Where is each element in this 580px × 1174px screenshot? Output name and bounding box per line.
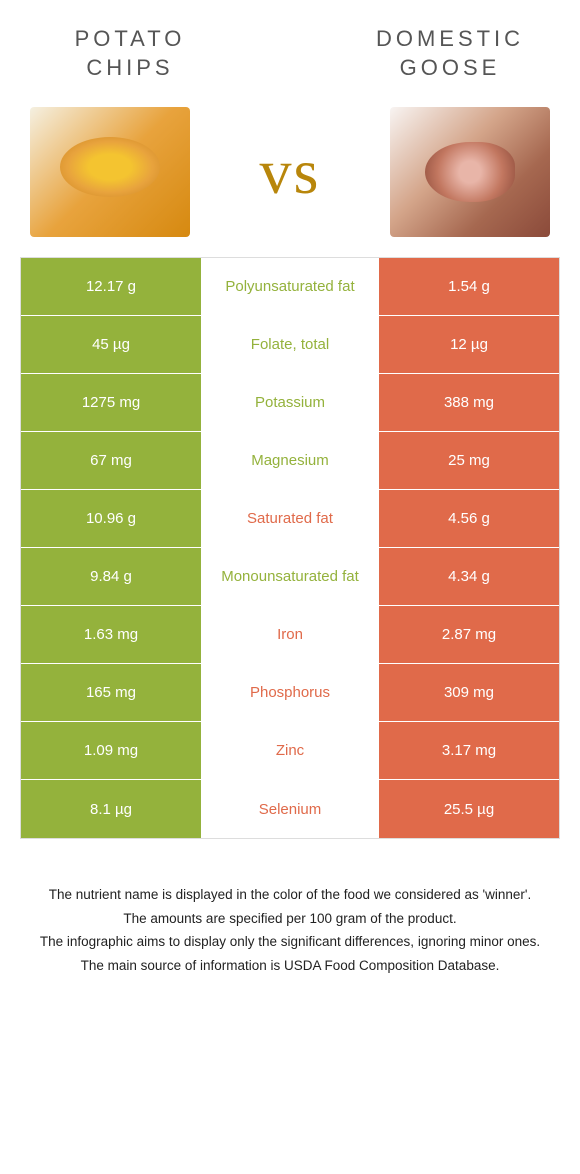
left-value: 1.09 mg [21, 722, 201, 779]
right-value: 309 mg [379, 664, 559, 721]
nutrient-name: Monounsaturated fat [201, 548, 379, 605]
nutrient-name: Selenium [201, 780, 379, 838]
table-row: 1.63 mgIron2.87 mg [21, 606, 559, 664]
right-value: 2.87 mg [379, 606, 559, 663]
footer-line: The main source of information is USDA F… [20, 955, 560, 977]
left-value: 8.1 µg [21, 780, 201, 838]
left-value: 10.96 g [21, 490, 201, 547]
nutrient-name: Magnesium [201, 432, 379, 489]
right-value: 3.17 mg [379, 722, 559, 779]
table-row: 12.17 gPolyunsaturated fat1.54 g [21, 258, 559, 316]
comparison-table: 12.17 gPolyunsaturated fat1.54 g45 µgFol… [20, 257, 560, 839]
table-row: 165 mgPhosphorus309 mg [21, 664, 559, 722]
nutrient-name: Folate, total [201, 316, 379, 373]
table-row: 67 mgMagnesium25 mg [21, 432, 559, 490]
right-value: 388 mg [379, 374, 559, 431]
nutrient-name: Phosphorus [201, 664, 379, 721]
nutrient-name: Saturated fat [201, 490, 379, 547]
nutrient-name: Polyunsaturated fat [201, 258, 379, 315]
left-value: 67 mg [21, 432, 201, 489]
footer-line: The nutrient name is displayed in the co… [20, 884, 560, 906]
left-food-image [30, 107, 190, 237]
left-value: 1.63 mg [21, 606, 201, 663]
left-value: 12.17 g [21, 258, 201, 315]
right-food-title: DOMESTIC GOOSE [350, 25, 550, 82]
right-value: 25.5 µg [379, 780, 559, 838]
table-row: 1275 mgPotassium388 mg [21, 374, 559, 432]
table-row: 45 µgFolate, total12 µg [21, 316, 559, 374]
right-value: 1.54 g [379, 258, 559, 315]
footer-line: The infographic aims to display only the… [20, 931, 560, 953]
nutrient-name: Potassium [201, 374, 379, 431]
images-row: vs [0, 97, 580, 257]
left-value: 1275 mg [21, 374, 201, 431]
right-value: 12 µg [379, 316, 559, 373]
table-row: 9.84 gMonounsaturated fat4.34 g [21, 548, 559, 606]
right-value: 25 mg [379, 432, 559, 489]
left-value: 45 µg [21, 316, 201, 373]
table-row: 1.09 mgZinc3.17 mg [21, 722, 559, 780]
nutrient-name: Zinc [201, 722, 379, 779]
footer-line: The amounts are specified per 100 gram o… [20, 908, 560, 930]
left-food-title: POTATO CHIPS [30, 25, 230, 82]
left-value: 165 mg [21, 664, 201, 721]
table-row: 10.96 gSaturated fat4.56 g [21, 490, 559, 548]
right-food-image [390, 107, 550, 237]
footer-notes: The nutrient name is displayed in the co… [0, 839, 580, 998]
left-value: 9.84 g [21, 548, 201, 605]
vs-label: vs [260, 135, 321, 209]
table-row: 8.1 µgSelenium25.5 µg [21, 780, 559, 838]
right-value: 4.56 g [379, 490, 559, 547]
right-value: 4.34 g [379, 548, 559, 605]
nutrient-name: Iron [201, 606, 379, 663]
header: POTATO CHIPS DOMESTIC GOOSE [0, 0, 580, 97]
